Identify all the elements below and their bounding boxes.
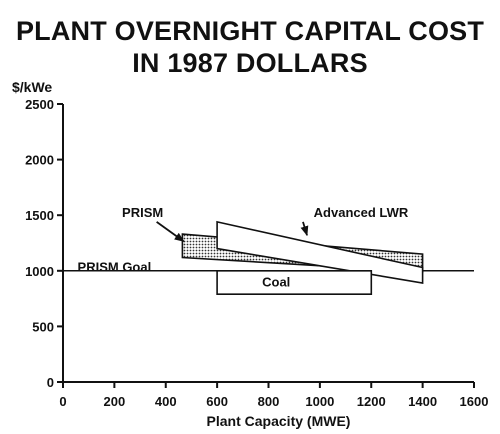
annotation-arrow-prism [156, 221, 185, 243]
annotation-layer: PRISM Advanced LWR PRISM Goal Coal [78, 205, 409, 290]
y-tick-label: 1000 [25, 264, 54, 279]
y-tick-label: 1500 [25, 208, 54, 223]
series-band-advanced-lwr [216, 220, 424, 284]
x-tick-label: 1400 [408, 394, 437, 409]
annotation-label-prism-goal: PRISM Goal [78, 259, 152, 274]
axes: 0 500 1000 1500 2000 2500 0 200 400 600 800 1000 120… [12, 79, 488, 429]
annotation-label-advanced-lwr: Advanced LWR [314, 205, 409, 220]
y-axis-title: $/kWe [12, 79, 52, 95]
y-tick-label: 0 [47, 375, 54, 390]
x-tick-label: 600 [206, 394, 228, 409]
x-axis-title: Plant Capacity (MWE) [207, 413, 351, 429]
series-band-coal [216, 269, 373, 296]
x-tick-label: 1600 [460, 394, 489, 409]
y-tick-label: 2000 [25, 153, 54, 168]
x-tick-label: 400 [155, 394, 177, 409]
annotation-arrow-advanced-lwr [300, 221, 309, 237]
y-tick-label: 500 [32, 319, 54, 334]
chart-title-line1: PLANT OVERNIGHT CAPITAL COST [15, 16, 485, 46]
annotation-label-prism: PRISM [122, 205, 163, 220]
series-layer [63, 220, 474, 296]
x-tick-label: 1200 [357, 394, 386, 409]
y-tick-label: 2500 [25, 97, 54, 112]
x-tick-label: 0 [59, 394, 66, 409]
annotation-label-coal: Coal [262, 274, 290, 289]
x-tick-label: 200 [104, 394, 126, 409]
x-tick-label: 1000 [305, 394, 334, 409]
chart-title-line2: IN 1987 DOLLARS [132, 48, 368, 78]
x-tick-label: 800 [258, 394, 280, 409]
